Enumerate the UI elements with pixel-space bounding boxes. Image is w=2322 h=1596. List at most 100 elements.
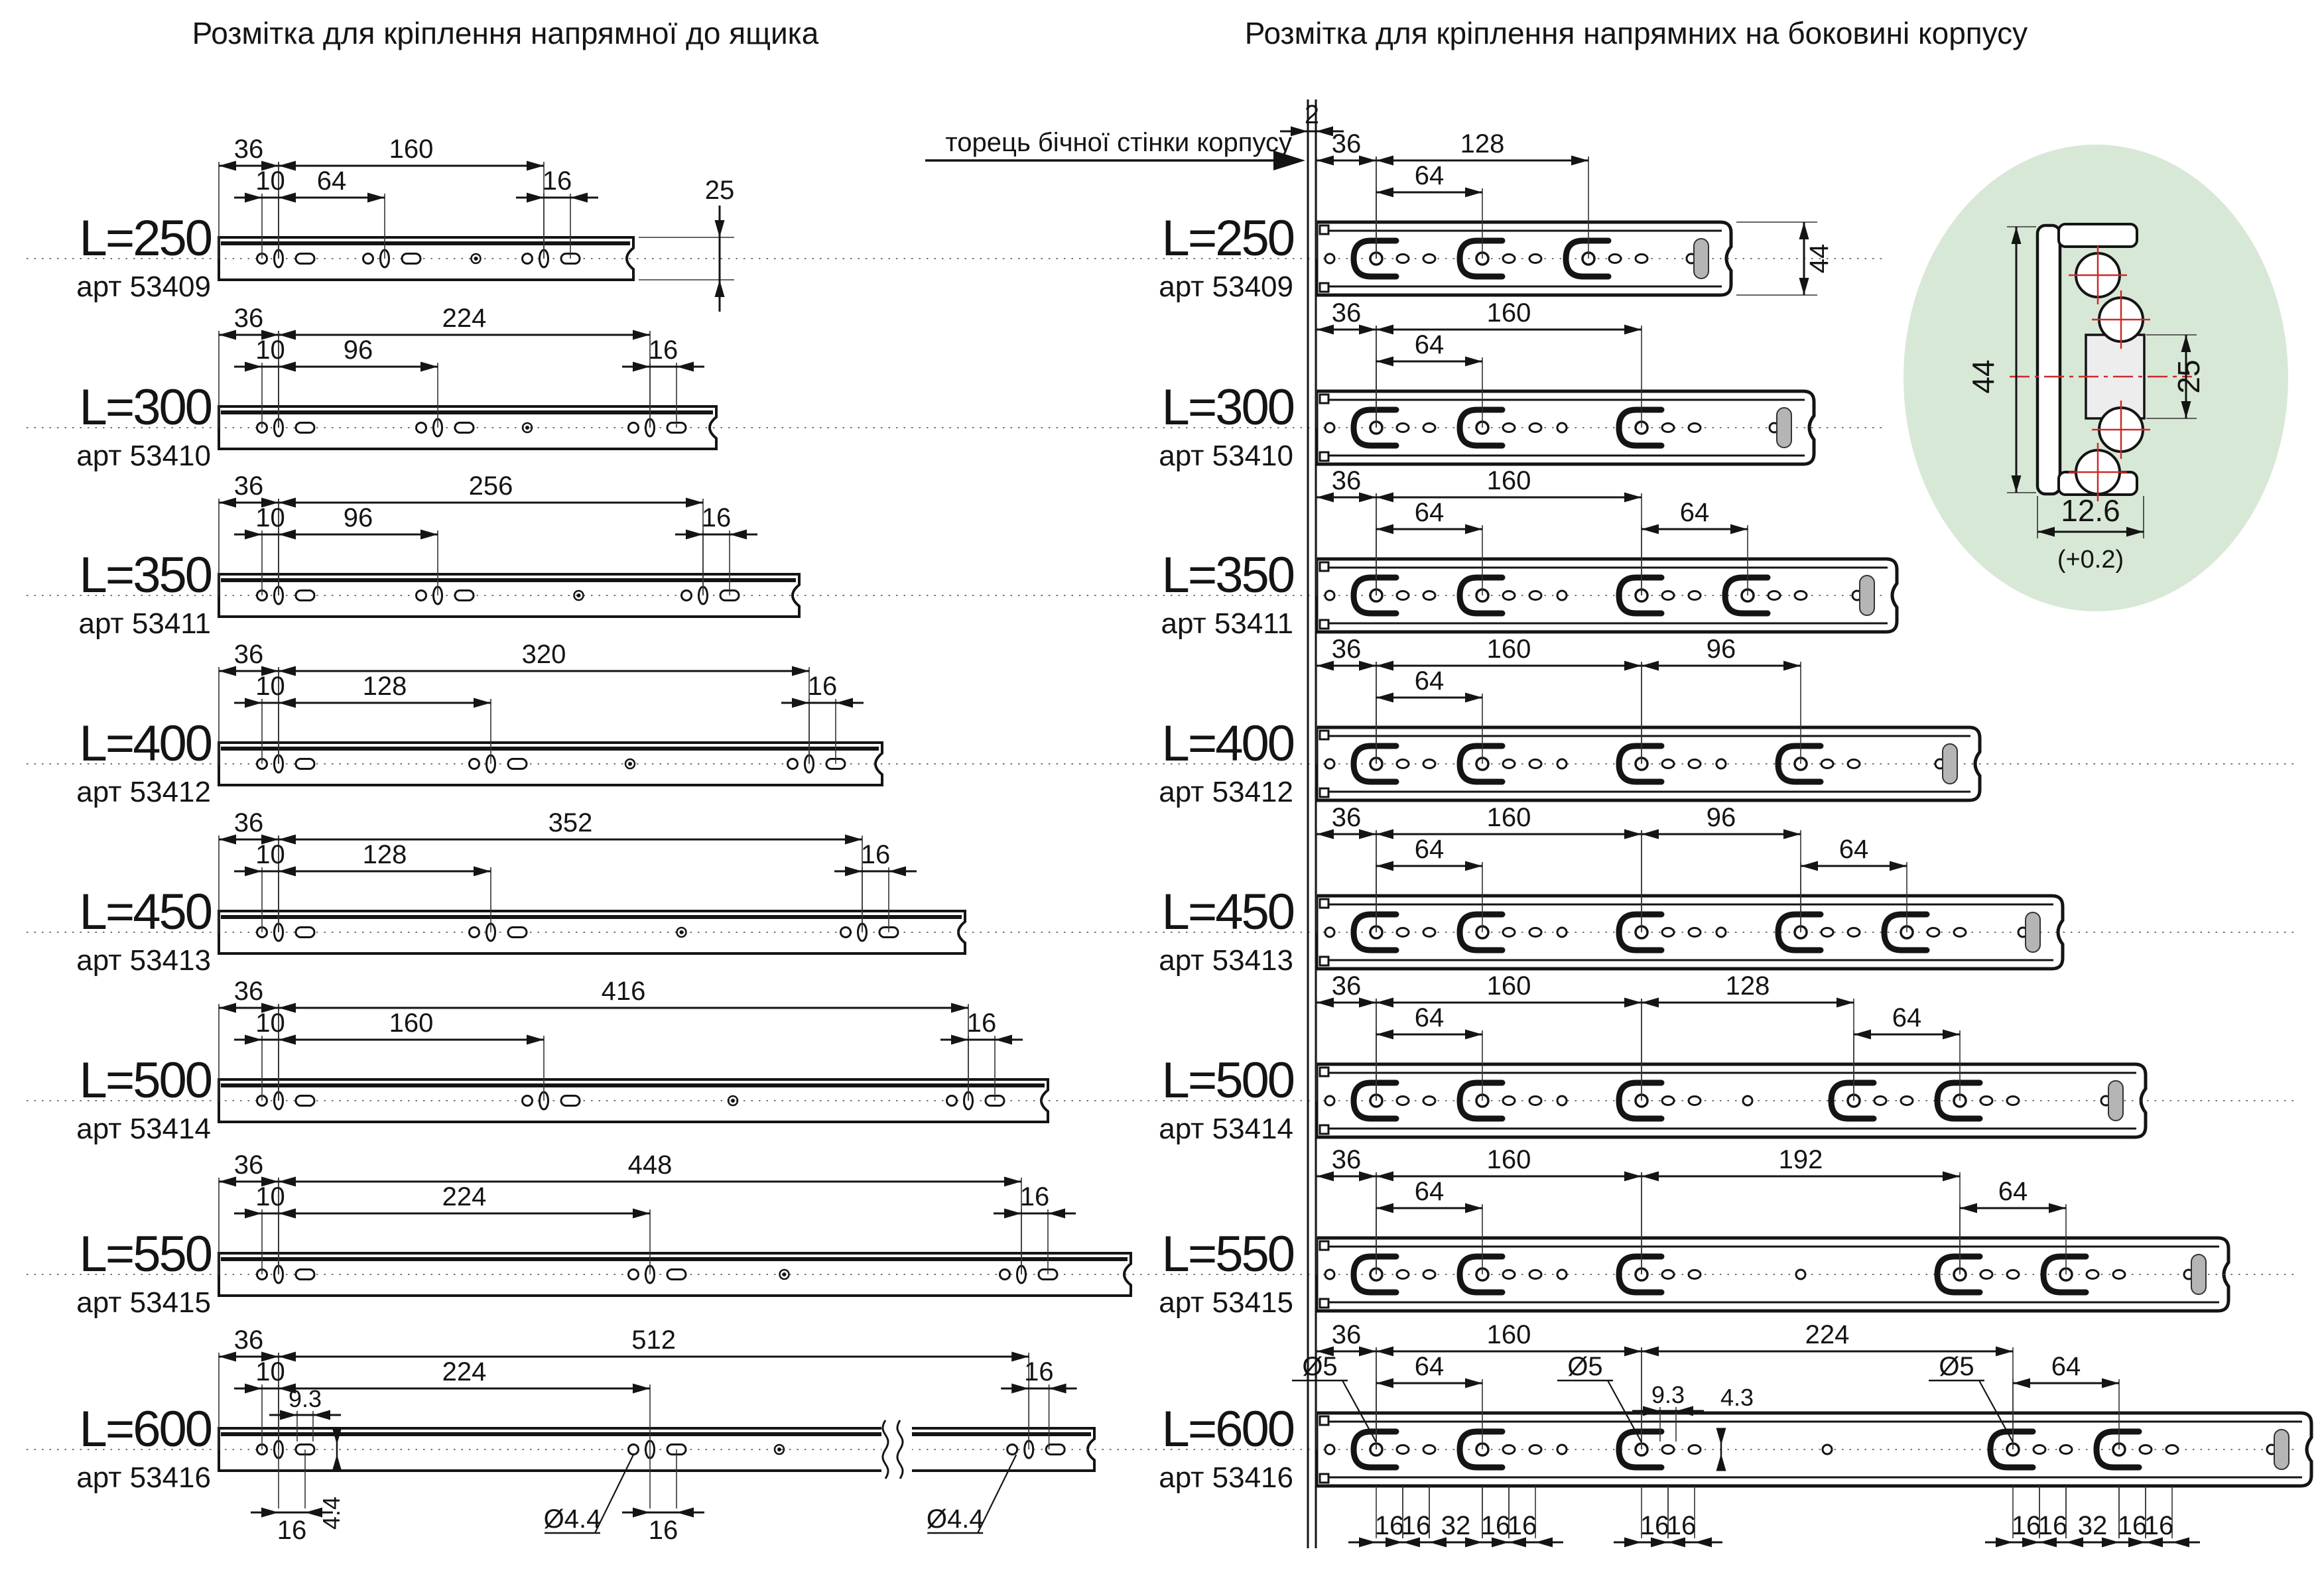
hole-diameter-callout: Ø5 [1939,1352,1974,1381]
dim-arrow [279,698,296,708]
dim-arrow [474,698,491,708]
dim-arrow [1624,829,1642,839]
rail-outline [218,1427,1096,1472]
left-rail-L=350 [218,573,801,618]
dim-arrow [245,866,262,877]
dim-arrow [2181,335,2191,352]
rail-outline [218,573,801,618]
article-label: арт 53411 [1161,607,1293,640]
hole-oval [1502,422,1516,433]
dim-arrow [1695,1537,1712,1548]
dim-label: 2 [1305,100,1319,129]
c-slot [1456,743,1506,785]
dim-label: 256 [469,471,513,501]
dim-arrow [1535,1537,1553,1548]
left-row-L=500: 36 416 10 160 16 L=500 арт 53414 [76,977,1023,1145]
dim-label: 16 [2012,1511,2041,1540]
c-slot [1616,1253,1665,1296]
end-stop [2191,1254,2207,1295]
hole-oval [1661,422,1675,433]
hole-small [415,422,427,434]
mount-tab [1319,1298,1330,1309]
dim-arrow [1716,1428,1726,1445]
dim-label: 36 [1332,466,1362,495]
dim-label: 36 [234,1150,264,1180]
hole-oval [1900,1095,1914,1106]
dim-arrow [1943,1029,1960,1040]
hole-oval [1395,927,1410,938]
dim-arrow [1783,660,1801,671]
hole-small [1006,1443,1019,1455]
dim-arrow [1376,660,1393,671]
dim-arrow [714,220,725,237]
dim-label: 36 [1332,803,1362,832]
rivet [782,1272,787,1276]
c-slot [1456,237,1506,280]
hole-oval [1528,253,1543,264]
article-label: арт 53409 [76,271,211,303]
dim-arrow [1291,126,1308,137]
hole-slot [507,926,528,938]
length-label: L=450 [80,884,212,940]
length-label: L=400 [1162,715,1294,772]
dim-label: 64 [1415,498,1445,527]
dim-label: 192 [1779,1145,1823,1174]
dim-arrow [995,1034,1012,1045]
dim-arrow [1359,1171,1376,1182]
right-title: Розмітка для кріплення напрямних на боко… [1245,16,2028,50]
dim-arrow [245,1208,262,1219]
left-row-L=450: 36 352 10 128 16 L=450 арт 53413 [76,808,917,977]
dim-label: 448 [628,1150,673,1180]
dim-label: 224 [442,304,487,333]
dim-arrow [1376,861,1393,871]
dim-arrow [1890,861,1907,871]
dim-label: 64 [1415,835,1445,864]
dim-arrow [1624,660,1642,671]
wall-pointer-arrowhead [1273,151,1305,170]
article-label: арт 53410 [1159,440,1293,472]
hole-small [1715,758,1727,770]
dim-arrow [2172,1537,2189,1548]
mount-tab [1319,1066,1330,1077]
hole-oval [1502,1269,1516,1280]
dim-arrow [279,666,296,676]
hole-oval [1846,759,1861,769]
detail-inner-dim-label: 25 [2171,359,2206,393]
dim-arrow [1465,1378,1482,1388]
dim-arrow [279,1176,296,1187]
rivet [525,426,529,430]
dim-label: 36 [234,640,264,669]
hole-small [1821,1443,1833,1455]
dim-arrow [2126,526,2144,537]
dim-label: 16 [702,503,732,532]
dim-label: 10 [255,840,285,869]
dim-arrow [1799,278,1809,295]
dim-arrow [1317,492,1334,503]
dim-arrow [1359,1346,1376,1357]
hole-diameter-callout: Ø4.4 [544,1504,602,1534]
generated-drawing-layer: 2 36 160 10 64 16 25 L=250 арт 53409 36 224 10 96 16 L… [27,99,2313,1548]
hole-slot [294,589,316,601]
right-row-L=400: 36 160 96 64 L=400 арт 53412 [1159,635,1958,808]
right-row-L=250: 36 128 64 44 L=250 арт 53409 [1159,129,1834,303]
dim-arrow [1642,660,1659,671]
dim-arrow [1465,1203,1482,1213]
dim-arrow [2102,1537,2119,1548]
right-rail-L=250 [1315,220,1733,297]
hole-oval [1687,1269,1702,1280]
hole-small [1742,1095,1754,1107]
hole-slot [294,422,316,434]
dim-arrow [1317,997,1334,1008]
rivet [773,1443,785,1455]
article-label: арт 53413 [1159,944,1293,977]
end-stop [1776,407,1792,448]
hole-oval [2006,1269,2020,1280]
hole-oval [1767,590,1781,601]
dim-arrow [1960,1203,1977,1213]
leader-line [1978,1380,2014,1443]
dims-layer: 2 36 160 10 64 16 25 L=250 арт 53409 36 224 10 96 16 L… [76,99,2290,1548]
dim-arrow [2181,401,2191,418]
dim-label: 16 [1375,1511,1405,1540]
c-slot [1722,574,1771,617]
dim-arrow [279,330,296,340]
